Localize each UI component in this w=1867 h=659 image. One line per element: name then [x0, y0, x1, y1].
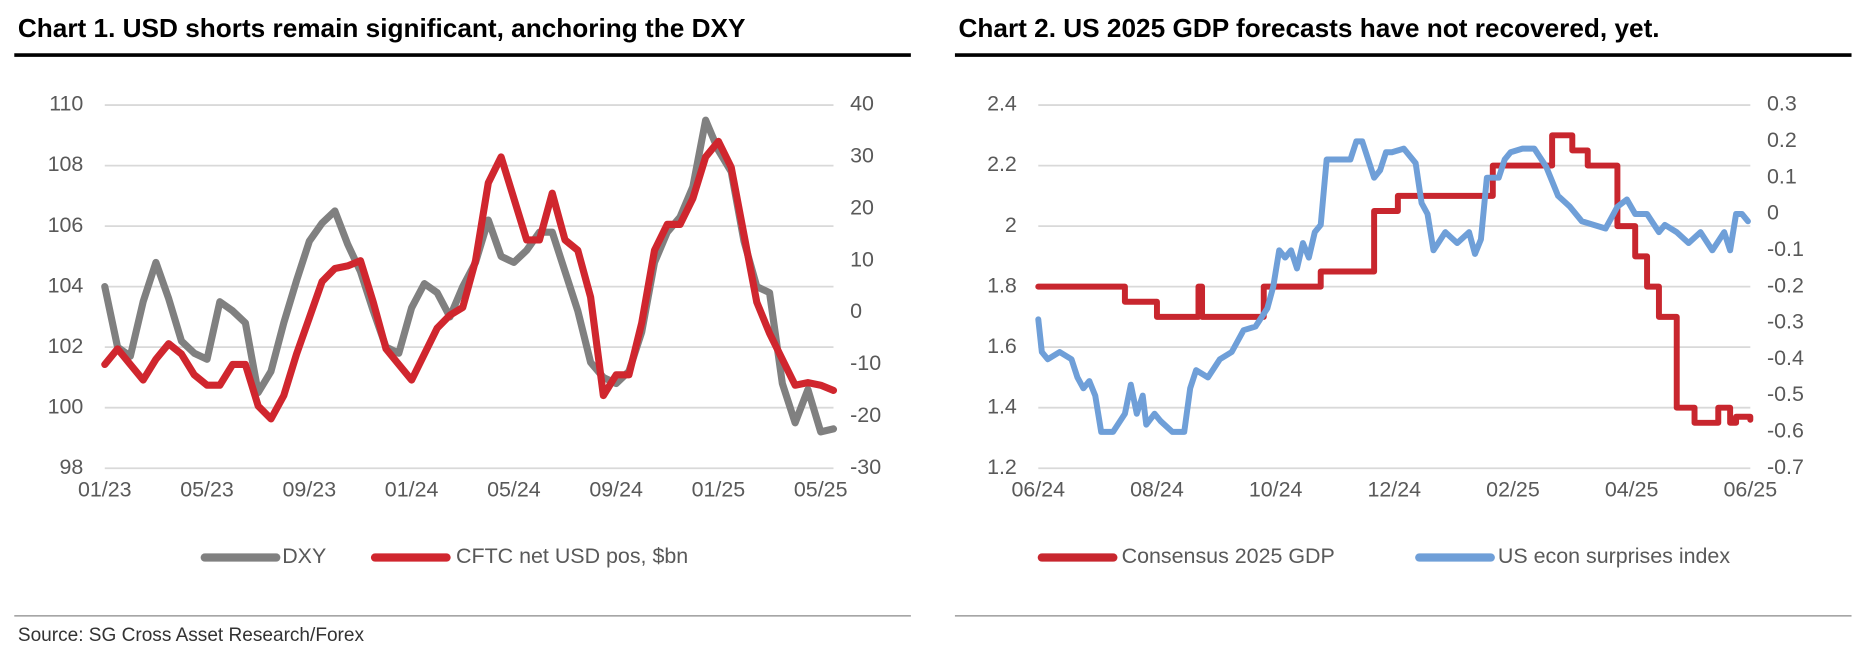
x-tick-label: 12/24: [1367, 477, 1421, 501]
y2-tick-label: -30: [850, 455, 881, 479]
x-tick-label: 01/25: [692, 477, 746, 501]
chart-title: Chart 2. US 2025 GDP forecasts have not …: [959, 13, 1660, 43]
source-note: Source: SG Cross Asset Research/Forex: [18, 625, 365, 646]
y2-tick-label: 0.1: [1767, 164, 1797, 188]
y2-tick-label: 0.2: [1767, 128, 1797, 152]
x-tick-label: 06/24: [1011, 477, 1065, 501]
x-tick-label: 06/25: [1724, 477, 1778, 501]
y-tick-label: 110: [49, 92, 83, 116]
y-tick-label: 2: [1005, 213, 1017, 237]
y-tick-label: 1.2: [987, 455, 1017, 479]
y2-tick-label: -10: [850, 351, 881, 375]
x-tick-label: 02/25: [1486, 477, 1540, 501]
y2-tick-label: -0.3: [1767, 310, 1804, 334]
x-tick-label: 05/25: [794, 477, 848, 501]
y2-tick-label: -0.6: [1767, 419, 1804, 443]
x-tick-label: 08/24: [1130, 477, 1184, 501]
y2-tick-label: 0: [1767, 201, 1779, 225]
y-tick-label: 2.4: [987, 92, 1017, 116]
y2-tick-label: 0: [850, 299, 862, 323]
x-tick-label: 10/24: [1249, 477, 1303, 501]
y2-tick-label: 0.3: [1767, 92, 1797, 116]
y2-tick-label: -0.1: [1767, 237, 1804, 261]
y2-tick-label: 40: [850, 92, 874, 116]
y2-tick-label: 20: [850, 195, 874, 219]
legend-label: DXY: [282, 544, 326, 568]
series-line: [1035, 138, 1751, 435]
y-tick-label: 104: [48, 273, 84, 297]
series-line: [1035, 132, 1754, 426]
y-tick-label: 1.4: [987, 394, 1017, 418]
x-tick-label: 05/24: [487, 477, 541, 501]
x-tick-label: 05/23: [180, 477, 234, 501]
y-tick-label: 98: [60, 455, 84, 479]
y-tick-label: 108: [48, 152, 84, 176]
y2-tick-label: -20: [850, 403, 881, 427]
legend-label: US econ surprises index: [1498, 544, 1730, 568]
y2-tick-label: 10: [850, 247, 874, 271]
series-line: [101, 137, 838, 423]
y-tick-label: 2.2: [987, 152, 1017, 176]
chart-title: Chart 1. USD shorts remain significant, …: [18, 13, 746, 43]
legend-label: Consensus 2025 GDP: [1122, 544, 1335, 568]
y-tick-label: 1.8: [987, 273, 1017, 297]
y-tick-label: 100: [48, 394, 84, 418]
x-tick-label: 09/24: [589, 477, 643, 501]
y-tick-label: 106: [48, 213, 84, 237]
y2-tick-label: -0.2: [1767, 273, 1804, 297]
y-tick-label: 102: [48, 334, 84, 358]
legend-label: CFTC net USD pos, $bn: [456, 544, 688, 568]
y2-tick-label: 30: [850, 144, 874, 168]
y2-tick-label: -0.5: [1767, 382, 1804, 406]
y-tick-label: 1.6: [987, 334, 1017, 358]
x-tick-label: 09/23: [283, 477, 337, 501]
x-tick-label: 01/23: [78, 477, 132, 501]
y2-tick-label: -0.4: [1767, 346, 1804, 370]
y2-tick-label: -0.7: [1767, 455, 1804, 479]
x-tick-label: 01/24: [385, 477, 439, 501]
x-tick-label: 04/25: [1605, 477, 1659, 501]
